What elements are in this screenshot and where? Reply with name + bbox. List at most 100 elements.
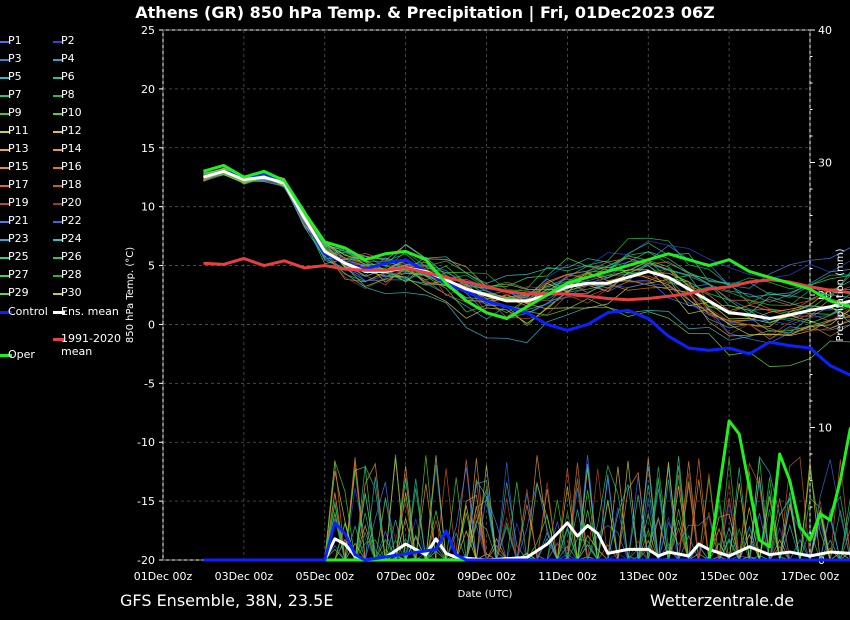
legend-label: P21: [8, 214, 29, 227]
legend-label: P7: [8, 88, 22, 101]
legend-label: P11: [8, 124, 29, 137]
y-tick-label: 0: [148, 318, 155, 331]
series-oper: [203, 163, 850, 321]
legend-label: P1: [8, 34, 22, 47]
x-tick-label: 11Dec 00z: [538, 570, 597, 583]
legend-swatch: [53, 131, 62, 133]
temperature-series: [203, 163, 850, 377]
member-temp-line: [203, 172, 850, 367]
legend-label: P14: [61, 142, 82, 155]
legend-swatch: [53, 95, 62, 97]
legend-swatch: [53, 167, 62, 169]
legend-swatch: [53, 257, 62, 259]
y2-tick-label: 40: [818, 24, 832, 37]
legend-swatch: [53, 221, 62, 223]
legend-swatch: [0, 167, 9, 169]
y2-axis-label: Precipitation (mm): [835, 248, 846, 341]
legend-swatch: [0, 293, 9, 295]
x-tick-label: 05Dec 00z: [295, 570, 354, 583]
chart-title: Athens (GR) 850 hPa Temp. & Precipitatio…: [135, 3, 715, 22]
legend-label: P2: [61, 34, 75, 47]
x-axis-ticks: 01Dec 00z 03Dec 00z 05Dec 00z 07Dec 00z 09De…: [134, 570, 840, 583]
y-tick-label: 15: [141, 142, 155, 155]
y-axis-label: 850 hPa Temp. (°C): [125, 247, 136, 343]
legend-swatch: [53, 275, 62, 277]
series-ens-mean: [203, 169, 850, 321]
legend-label: P5: [8, 70, 22, 83]
legend-swatch: [0, 203, 9, 205]
member-temp-line: [203, 169, 850, 300]
footer-model-info: GFS Ensemble, 38N, 23.5E: [120, 591, 334, 610]
legend-swatch: [0, 185, 9, 187]
member-temp-line: [203, 169, 850, 305]
legend-label: P16: [61, 160, 82, 173]
legend-swatch: [53, 203, 62, 205]
x-tick-label: 03Dec 00z: [215, 570, 274, 583]
legend-label: P25: [8, 250, 29, 263]
y-tick-label: -20: [137, 554, 155, 567]
y-tick-label: 25: [141, 24, 155, 37]
legend-swatch: [0, 239, 9, 241]
legend-swatch: [53, 149, 62, 151]
legend-label: P9: [8, 106, 22, 119]
legend-swatch: [0, 257, 9, 259]
x-tick-label: 07Dec 00z: [376, 570, 435, 583]
footer-site-credit: Wetterzentrale.de: [650, 591, 795, 610]
legend-label: Control: [8, 305, 48, 318]
x-tick-label: 13Dec 00z: [619, 570, 678, 583]
legend-swatch: [0, 95, 9, 97]
x-tick-label: 17Dec 00z: [781, 570, 840, 583]
series-1991-2020-mean: [203, 256, 850, 302]
member-temp-line: [203, 172, 850, 313]
legend-swatch: [0, 41, 9, 43]
legend-label: P10: [61, 106, 82, 119]
legend-swatch: [0, 354, 12, 357]
legend-label: Oper: [8, 348, 35, 361]
legend-label: P26: [61, 250, 82, 263]
legend-label: P15: [8, 160, 29, 173]
legend-swatch: [53, 113, 62, 115]
y-tick-label: 20: [141, 83, 155, 96]
legend-swatch: [0, 113, 9, 115]
y2-tick-label: 30: [818, 157, 832, 170]
legend-label: P18: [61, 178, 82, 191]
legend-label: Ens. mean: [61, 305, 119, 318]
legend-label: 1991-2020 mean: [61, 332, 121, 358]
legend-label: P12: [61, 124, 82, 137]
legend-swatch: [0, 77, 9, 79]
precip-oper: [203, 419, 850, 562]
y2-tick-label: 10: [818, 422, 832, 435]
legend-swatch: [0, 221, 9, 223]
legend-swatch: [53, 338, 65, 341]
legend-label: P4: [61, 52, 75, 65]
legend-swatch: [0, 311, 12, 314]
legend-label: P22: [61, 214, 82, 227]
legend-label: P8: [61, 88, 75, 101]
y-tick-label: 10: [141, 201, 155, 214]
legend-swatch: [53, 311, 65, 314]
x-tick-label: 15Dec 00z: [700, 570, 759, 583]
member-temp-line: [203, 173, 850, 344]
legend-swatch: [53, 41, 62, 43]
legend-swatch: [53, 185, 62, 187]
legend-swatch: [0, 59, 9, 61]
precipitation-series: [203, 419, 850, 562]
legend-swatch: [0, 131, 9, 133]
legend-label: P28: [61, 268, 82, 281]
member-temp-line: [203, 168, 850, 299]
legend-swatch: [53, 59, 62, 61]
y-tick-label: -15: [137, 495, 155, 508]
legend-label: P20: [61, 196, 82, 209]
legend-swatch: [0, 275, 9, 277]
legend-label: P6: [61, 70, 75, 83]
legend-label: P3: [8, 52, 22, 65]
y-tick-label: -10: [137, 436, 155, 449]
legend-label: P23: [8, 232, 29, 245]
legend-label: P19: [8, 196, 29, 209]
legend-label: P24: [61, 232, 82, 245]
legend-swatch: [53, 77, 62, 79]
legend-label: P30: [61, 286, 82, 299]
legend: P1 P2 P3 P4 P5 P6 P7 P8 P9 P10 P11 P12 P13 P14 P15 P16 P…: [0, 34, 130, 364]
